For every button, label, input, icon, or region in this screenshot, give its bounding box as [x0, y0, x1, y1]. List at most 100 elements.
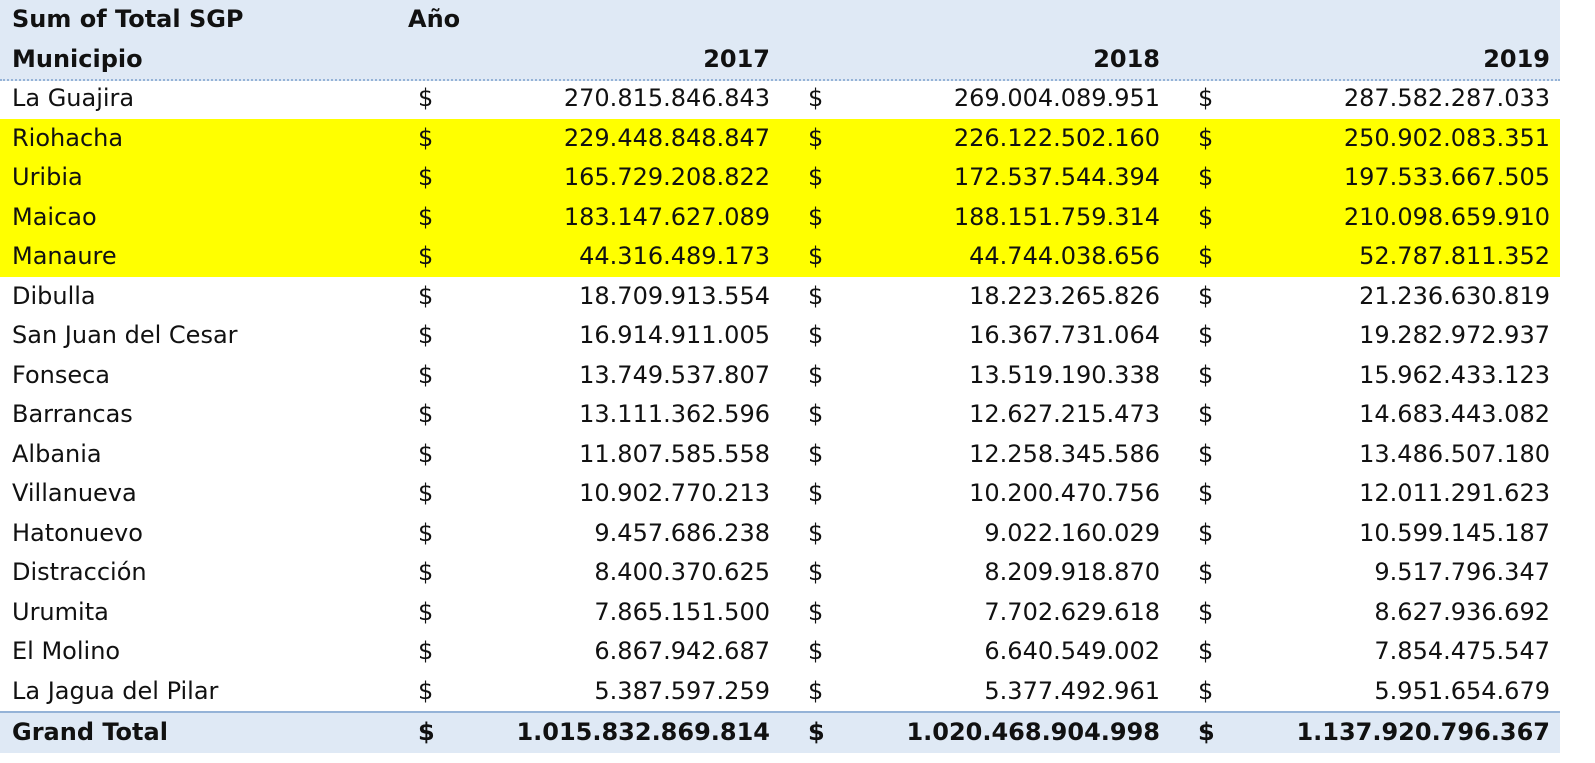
currency-symbol: $: [1198, 479, 1214, 507]
amount: 10.200.470.756: [969, 479, 1160, 507]
currency-symbol: $: [1198, 281, 1214, 310]
amount: 7.702.629.618: [984, 597, 1160, 626]
municipio: Distracción: [12, 558, 147, 586]
amount: 7.854.475.547: [1374, 637, 1550, 665]
amount: 8.627.936.692: [1374, 597, 1550, 626]
year-header: 2019: [1483, 44, 1550, 73]
currency-symbol: $: [418, 321, 434, 349]
amount: 44.744.038.656: [969, 242, 1160, 270]
currency-symbol: $: [808, 518, 824, 547]
currency-symbol: $: [1198, 400, 1214, 428]
municipio: Hatonuevo: [12, 518, 143, 547]
municipio: Albania: [12, 439, 102, 468]
amount: 15.962.433.123: [1359, 360, 1550, 389]
amount: 5.387.597.259: [594, 676, 770, 705]
currency-symbol: $: [1198, 439, 1214, 468]
amount: 9.022.160.029: [984, 518, 1160, 547]
amount: 9.457.686.238: [594, 518, 770, 547]
amount: 1.137.920.796.367: [1296, 718, 1550, 746]
amount: 19.282.972.937: [1359, 321, 1550, 349]
amount: 44.316.489.173: [579, 242, 770, 270]
municipio: Dibulla: [12, 281, 96, 310]
header-row: Municipio 2017 2018 2019: [0, 39, 1560, 81]
amount: 270.815.846.843: [563, 84, 770, 112]
amount: 11.807.585.558: [579, 439, 770, 468]
amount: 287.582.287.033: [1343, 84, 1550, 112]
currency-symbol: $: [418, 479, 434, 507]
currency-symbol: $: [418, 123, 434, 152]
currency-symbol: $: [1198, 558, 1214, 586]
amount: 210.098.659.910: [1343, 202, 1550, 231]
currency-symbol: $: [808, 597, 824, 626]
currency-symbol: $: [808, 281, 824, 310]
currency-symbol: $: [808, 360, 824, 389]
currency-symbol: $: [418, 637, 434, 665]
currency-symbol: $: [808, 439, 824, 468]
data-row: El Molino $6.867.942.687 $6.640.549.002 $7.…: [0, 632, 1560, 672]
currency-symbol: $: [1198, 202, 1214, 231]
amount: 7.865.151.500: [594, 597, 770, 626]
currency-symbol: $: [418, 558, 434, 586]
amount: 197.533.667.505: [1343, 163, 1550, 191]
currency-symbol: $: [1198, 242, 1214, 270]
currency-symbol: $: [808, 242, 824, 270]
data-row: Uribia $165.729.208.822 $172.537.544.394 $1…: [0, 158, 1560, 198]
amount: 10.599.145.187: [1359, 518, 1550, 547]
municipio: La Jagua del Pilar: [12, 676, 219, 705]
municipio: Barrancas: [12, 400, 133, 428]
amount: 16.914.911.005: [579, 321, 770, 349]
data-row: La Jagua del Pilar $5.387.597.259 $5.377.4…: [0, 672, 1560, 712]
data-row: Villanueva $10.902.770.213 $10.200.470.756…: [0, 474, 1560, 514]
currency-symbol: $: [1198, 718, 1215, 746]
municipio: Manaure: [12, 242, 117, 270]
data-row: Dibulla $18.709.913.554 $18.223.265.826 $21…: [0, 277, 1560, 317]
amount: 6.867.942.687: [594, 637, 770, 665]
currency-symbol: $: [418, 360, 434, 389]
municipio: Uribia: [12, 163, 83, 191]
currency-symbol: $: [1198, 321, 1214, 349]
grand-total-label: Grand Total: [12, 718, 168, 746]
amount: 250.902.083.351: [1343, 123, 1550, 152]
amount: 16.367.731.064: [969, 321, 1160, 349]
data-row: Hatonuevo $9.457.686.238 $9.022.160.029 $10…: [0, 514, 1560, 554]
municipio: La Guajira: [12, 84, 135, 112]
amount: 12.258.345.586: [969, 439, 1160, 468]
municipio: Fonseca: [12, 360, 111, 389]
data-row: Albania $11.807.585.558 $12.258.345.586 $13…: [0, 435, 1560, 475]
currency-symbol: $: [1198, 676, 1214, 705]
municipio: Riohacha: [12, 123, 124, 152]
amount: 1.015.832.869.814: [516, 718, 770, 746]
amount: 8.400.370.625: [594, 558, 770, 586]
currency-symbol: $: [1198, 637, 1214, 665]
data-row: Urumita $7.865.151.500 $7.702.629.618 $8.62…: [0, 593, 1560, 633]
currency-symbol: $: [808, 123, 824, 152]
year-header: 2018: [1093, 44, 1160, 73]
municipio: San Juan del Cesar: [12, 321, 238, 349]
currency-symbol: $: [808, 202, 824, 231]
municipio: Villanueva: [12, 479, 137, 507]
grand-total-row: Grand Total $1.015.832.869.814 $1.020.468.…: [0, 711, 1560, 753]
currency-symbol: $: [418, 163, 434, 191]
data-row: La Guajira $270.815.846.843 $269.004.089.9…: [0, 79, 1560, 119]
data-row: Barrancas $13.111.362.596 $12.627.215.473 $…: [0, 395, 1560, 435]
currency-symbol: $: [418, 202, 434, 231]
currency-symbol: $: [418, 242, 434, 270]
currency-symbol: $: [418, 718, 435, 746]
municipio: Maicao: [12, 202, 97, 231]
currency-symbol: $: [418, 84, 434, 112]
currency-symbol: $: [1198, 84, 1214, 112]
column-label: Año: [408, 5, 461, 33]
amount: 6.640.549.002: [984, 637, 1160, 665]
amount: 9.517.796.347: [1374, 558, 1550, 586]
data-row: Manaure $44.316.489.173 $44.744.038.656 $52…: [0, 237, 1560, 277]
currency-symbol: $: [808, 479, 824, 507]
amount: 12.011.291.623: [1359, 479, 1550, 507]
amount: 188.151.759.314: [953, 202, 1160, 231]
amount: 21.236.630.819: [1359, 281, 1550, 310]
currency-symbol: $: [808, 637, 824, 665]
currency-symbol: $: [418, 676, 434, 705]
amount: 12.627.215.473: [969, 400, 1160, 428]
amount: 52.787.811.352: [1359, 242, 1550, 270]
municipio: El Molino: [12, 637, 121, 665]
amount: 13.111.362.596: [579, 400, 770, 428]
